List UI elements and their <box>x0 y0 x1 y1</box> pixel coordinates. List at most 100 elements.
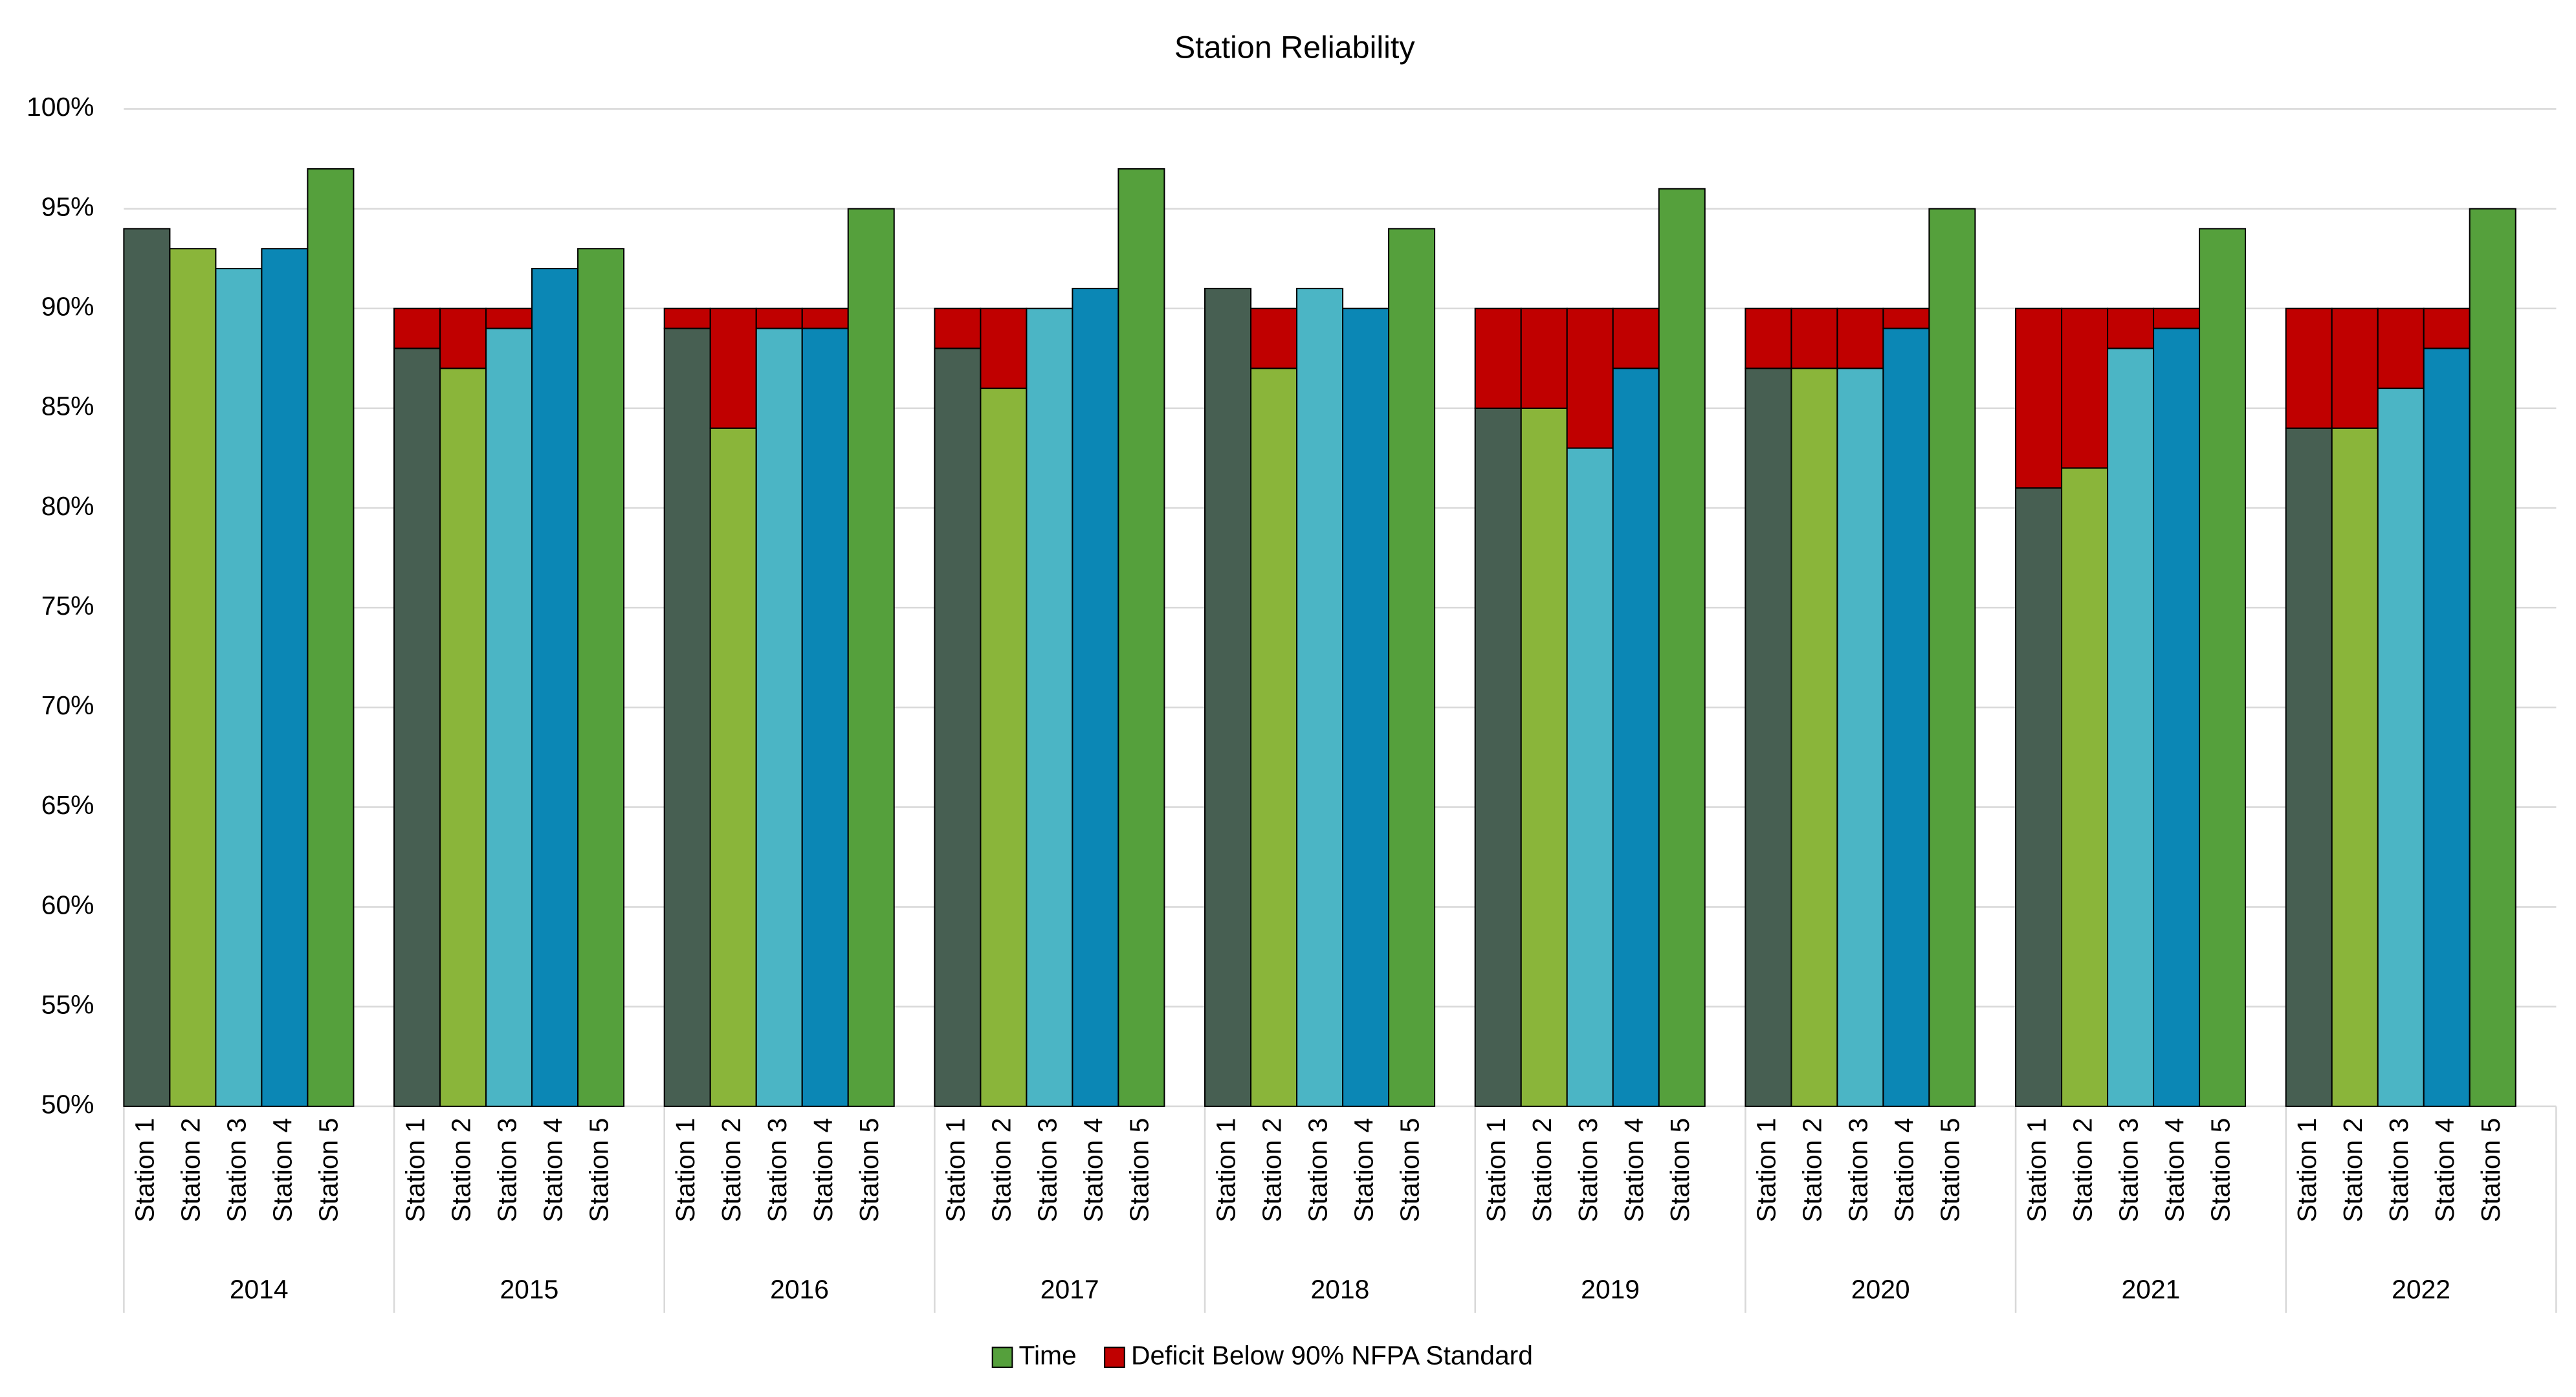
y-tick-label: 65% <box>41 790 94 820</box>
bar-segment <box>1836 307 1884 369</box>
x-tick-label: Station 1 <box>1752 1118 1781 1222</box>
x-tick-label: Station 5 <box>1125 1118 1154 1222</box>
x-tick-label: Station 3 <box>1303 1118 1332 1222</box>
bar-segment <box>1566 447 1614 1107</box>
x-tick-label: Station 3 <box>222 1118 252 1222</box>
bar-segment <box>2153 327 2201 1107</box>
bar-segment <box>261 248 309 1107</box>
x-tick-label: Station 4 <box>268 1118 298 1222</box>
bar-segment <box>1296 287 1344 1107</box>
bar-segment <box>2015 307 2063 489</box>
bar-segment <box>663 327 711 1107</box>
x-tick-label: Station 3 <box>492 1118 522 1222</box>
y-tick-label: 80% <box>41 491 94 521</box>
bar-segment <box>1117 168 1165 1107</box>
x-tick-label: Station 2 <box>2067 1118 2097 1222</box>
legend-swatch <box>1104 1347 1125 1369</box>
bar-segment <box>1790 307 1838 369</box>
x-tick-label: Station 5 <box>314 1118 344 1222</box>
bar-segment <box>847 208 895 1107</box>
bar-segment <box>980 307 1028 390</box>
x-tick-label: Station 5 <box>2476 1118 2505 1222</box>
x-tick-label: Station 4 <box>1619 1118 1649 1222</box>
bar-segment <box>2061 307 2109 469</box>
y-tick-label: 70% <box>41 690 94 720</box>
bar-segment <box>1474 307 1522 409</box>
x-tick-label: Station 1 <box>670 1118 700 1222</box>
x-tick-label: Station 3 <box>1033 1118 1062 1222</box>
bar-segment <box>393 347 441 1107</box>
x-tick-label: Station 1 <box>400 1118 430 1222</box>
bar-segment <box>801 327 849 1107</box>
bar-segment <box>1026 307 1073 1107</box>
bar-segment <box>439 368 487 1107</box>
bar-segment <box>1928 208 1976 1107</box>
x-tick-label: Station 1 <box>2292 1118 2322 1222</box>
group-label: 2016 <box>770 1274 829 1304</box>
x-tick-label: Station 3 <box>2384 1118 2414 1222</box>
bar-segment <box>1204 287 1252 1107</box>
x-tick-label: Station 3 <box>1844 1118 1873 1222</box>
bar-segment <box>307 168 355 1107</box>
x-tick-label: Station 2 <box>176 1118 206 1222</box>
bar-segment <box>1612 368 1660 1107</box>
bar-segment <box>2469 208 2516 1107</box>
legend-swatch <box>991 1347 1013 1369</box>
bar-segment <box>215 268 263 1107</box>
x-tick-label: Station 3 <box>2113 1118 2143 1222</box>
group-label: 2015 <box>500 1274 558 1304</box>
x-tick-label: Station 1 <box>1481 1118 1511 1222</box>
x-tick-label: Station 4 <box>2159 1118 2189 1222</box>
x-tick-label: Station 2 <box>987 1118 1017 1222</box>
x-tick-label: Station 1 <box>2021 1118 2051 1222</box>
bar-segment <box>123 228 171 1107</box>
x-tick-label: Station 5 <box>1665 1118 1695 1222</box>
bar-segment <box>980 388 1028 1107</box>
bar-segment <box>2285 307 2333 429</box>
bar-segment <box>2331 307 2379 429</box>
bar-segment <box>801 307 849 329</box>
bar-segment <box>1836 368 1884 1107</box>
x-tick-label: Station 4 <box>808 1118 838 1222</box>
bar-segment <box>485 327 533 1107</box>
y-tick-label: 90% <box>41 292 94 322</box>
x-tick-label: Station 5 <box>1394 1118 1424 1222</box>
bar-segment <box>1790 368 1838 1107</box>
bar-segment <box>1072 287 1119 1107</box>
group-label: 2017 <box>1040 1274 1099 1304</box>
bar-segment <box>169 248 217 1107</box>
x-tick-label: Station 5 <box>2205 1118 2235 1222</box>
bar-segment <box>1658 188 1706 1107</box>
x-tick-label: Station 1 <box>941 1118 971 1222</box>
bar-segment <box>1566 307 1614 449</box>
bar-segment <box>1520 407 1568 1107</box>
bar-segment <box>393 307 441 349</box>
bar-segment <box>1250 368 1298 1107</box>
bar-segment <box>934 307 982 349</box>
bar-segment <box>1342 307 1390 1107</box>
x-tick-label: Station 5 <box>584 1118 613 1222</box>
x-tick-label: Station 5 <box>1935 1118 1965 1222</box>
bar-segment <box>755 327 803 1107</box>
bar-segment <box>663 307 711 329</box>
x-tick-label: Station 2 <box>1527 1118 1557 1222</box>
legend-label: Time <box>1019 1340 1077 1370</box>
bar-segment <box>1474 407 1522 1107</box>
group-label: 2014 <box>230 1274 289 1304</box>
x-tick-label: Station 3 <box>762 1118 792 1222</box>
x-tick-label: Station 4 <box>1079 1118 1108 1222</box>
y-tick-label: 60% <box>41 890 94 919</box>
bar-segment <box>2423 347 2471 1107</box>
x-tick-label: Station 2 <box>2338 1118 2368 1222</box>
x-tick-label: Station 3 <box>1573 1118 1603 1222</box>
group-label: 2019 <box>1581 1274 1640 1304</box>
group-label: 2020 <box>1851 1274 1910 1304</box>
y-tick-label: 75% <box>41 591 94 621</box>
y-tick-label: 95% <box>41 192 94 221</box>
bar-segment <box>531 268 579 1107</box>
bar-segment <box>1882 307 1930 329</box>
bar-segment <box>577 248 625 1107</box>
y-tick-label: 50% <box>41 1090 94 1119</box>
bar-segment <box>2015 487 2063 1107</box>
x-tick-label: Station 4 <box>538 1118 567 1222</box>
